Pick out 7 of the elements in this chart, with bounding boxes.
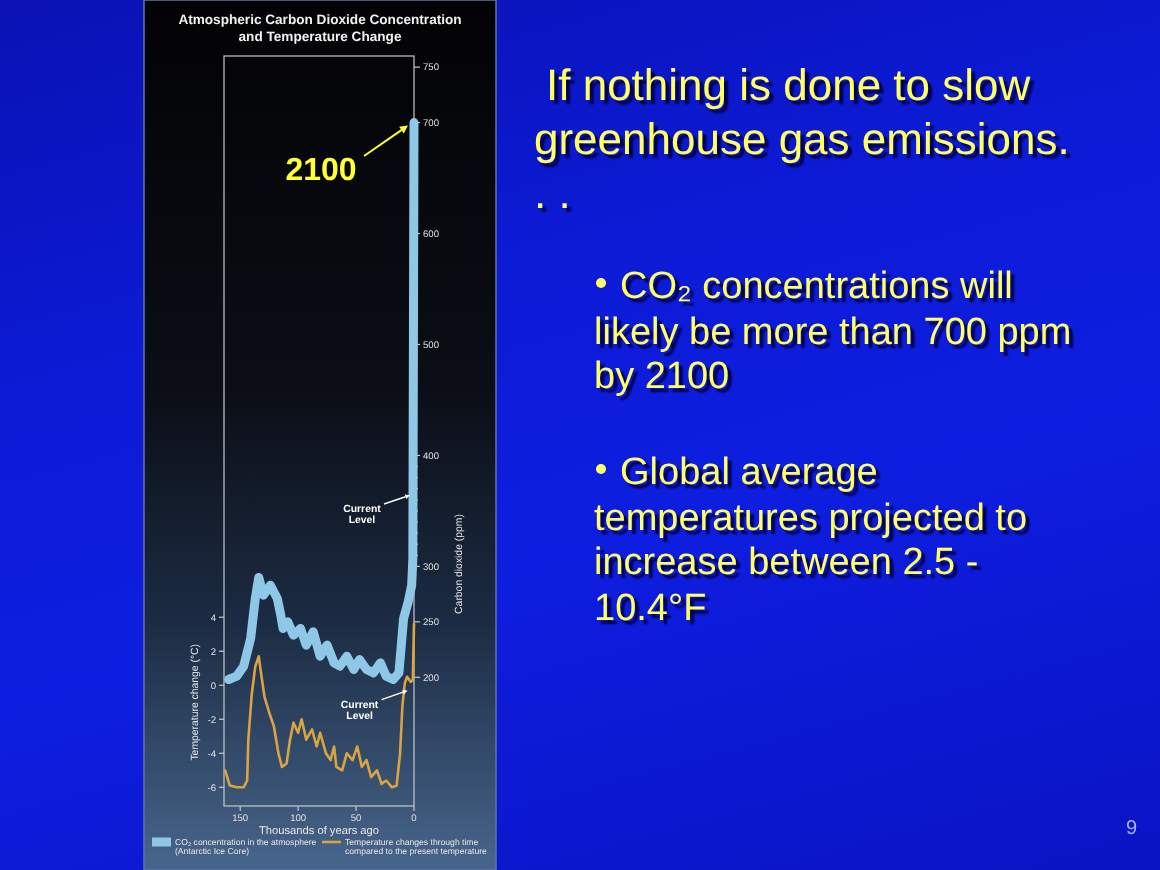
- text: CO₂ concentrations will likely be more than 700 ppm by 2100: [594, 266, 1074, 401]
- text: If nothing is done to slow greenhouse gas emissions. . .: [534, 58, 1072, 221]
- annotation: 2100: [285, 154, 357, 188]
- text: 9: [1126, 818, 1138, 840]
- line-series: [224, 118, 419, 685]
- text: Global average temperatures projected to increase between 2.5 - 10.4°F: [594, 452, 1030, 632]
- line-series: [223, 622, 416, 789]
